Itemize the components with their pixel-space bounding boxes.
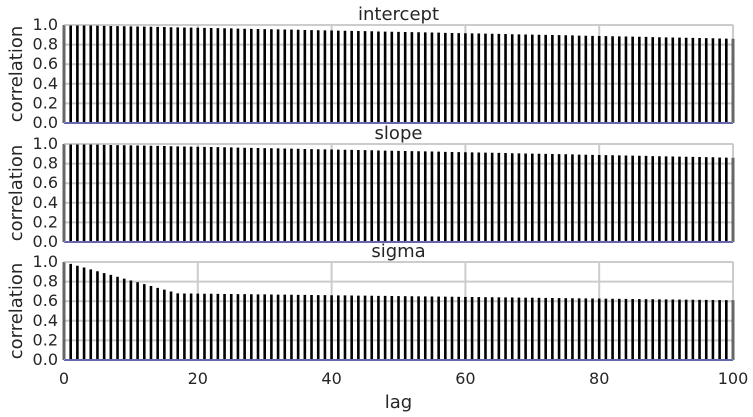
- y-tick-label: 0.2: [33, 330, 58, 349]
- y-tick-label: 1.0: [33, 134, 58, 153]
- y-axis-label: correlation: [6, 145, 27, 242]
- y-tick-label: 0.8: [33, 272, 58, 291]
- x-tick-label: 100: [718, 369, 749, 388]
- y-tick-label: 0.4: [33, 74, 58, 93]
- y-tick-label: 1.0: [33, 252, 58, 271]
- panel-title: sigma: [371, 241, 425, 262]
- panel-title: slope: [375, 123, 423, 144]
- y-tick-label: 0.6: [33, 291, 58, 310]
- panel-title: intercept: [358, 4, 439, 25]
- plot-frame: [63, 261, 734, 361]
- y-tick-label: 1.0: [33, 15, 58, 34]
- y-axis-label: correlation: [6, 26, 27, 123]
- y-tick-label: 0.8: [33, 154, 58, 173]
- x-tick-label: 80: [589, 369, 609, 388]
- x-tick-label: 20: [188, 369, 208, 388]
- x-tick-label: 0: [59, 369, 69, 388]
- x-tick-label: 40: [321, 369, 341, 388]
- y-tick-label: 0.0: [33, 232, 58, 251]
- x-tick-label: 60: [455, 369, 475, 388]
- y-tick-label: 0.8: [33, 35, 58, 54]
- y-tick-label: 0.2: [33, 93, 58, 112]
- y-axis-label: correlation: [6, 263, 27, 360]
- y-tick-label: 0.4: [33, 311, 58, 330]
- y-tick-label: 0.0: [33, 113, 58, 132]
- y-tick-label: 0.6: [33, 173, 58, 192]
- y-tick-label: 0.6: [33, 54, 58, 73]
- y-tick-label: 0.4: [33, 193, 58, 212]
- y-tick-label: 0.2: [33, 212, 58, 231]
- x-axis-label: lag: [385, 392, 412, 413]
- y-tick-label: 0.0: [33, 350, 58, 369]
- plot-frame: [63, 24, 734, 124]
- plot-frame: [63, 143, 734, 243]
